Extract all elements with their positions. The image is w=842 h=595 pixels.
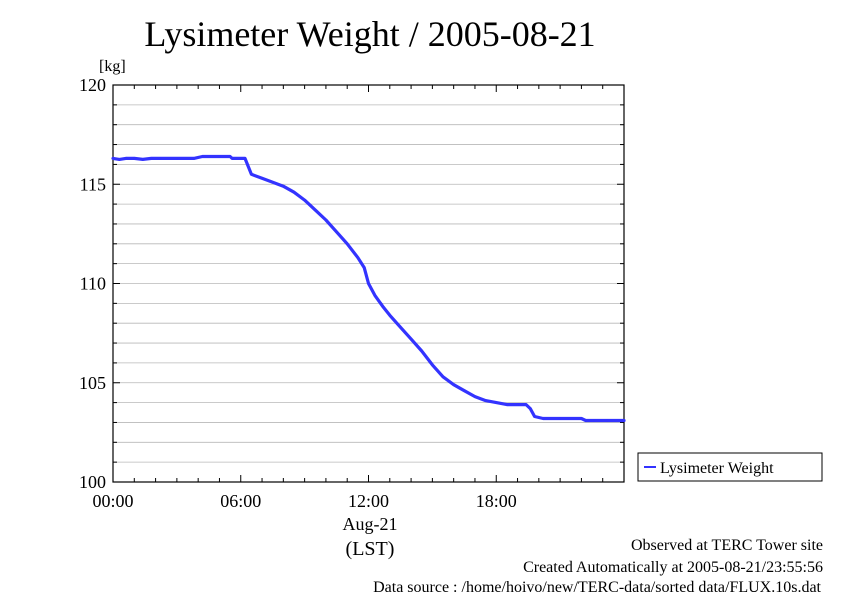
axis-ticks xyxy=(112,84,625,483)
axis-tick-labels: 100 105 110 115 120 00:00 06:00 12:00 18:00 xyxy=(79,75,517,511)
data-point xyxy=(558,417,562,420)
data-point xyxy=(431,363,434,367)
data-point xyxy=(622,419,626,422)
data-point xyxy=(592,419,596,422)
data-point xyxy=(243,157,247,160)
data-point xyxy=(367,282,370,285)
data-point xyxy=(363,266,366,269)
y-tick-label: 100 xyxy=(79,472,106,492)
data-point xyxy=(324,218,328,222)
data-point xyxy=(118,158,121,161)
data-point xyxy=(388,314,391,317)
data-point xyxy=(484,399,487,402)
y-tick-label: 110 xyxy=(80,274,106,294)
data-point xyxy=(175,157,179,160)
data-point xyxy=(441,375,445,378)
data-point xyxy=(228,155,232,158)
x-tick-label: 06:00 xyxy=(220,491,261,511)
data-point xyxy=(218,155,221,158)
series-line-lysimeter-weight xyxy=(111,154,626,423)
data-point xyxy=(382,306,385,309)
data-point xyxy=(541,417,545,420)
data-point xyxy=(192,157,196,160)
data-point xyxy=(201,155,204,158)
data-point xyxy=(533,415,536,418)
y-axis-unit: [kg] xyxy=(99,58,126,75)
data-point xyxy=(111,157,115,160)
data-point xyxy=(292,190,296,194)
grid-lines xyxy=(113,104,624,463)
data-point xyxy=(141,158,145,161)
legend-box xyxy=(637,452,823,482)
data-point xyxy=(373,294,377,297)
data-point xyxy=(524,403,528,406)
data-point xyxy=(271,181,274,184)
data-point xyxy=(346,242,349,245)
data-point xyxy=(150,157,153,160)
footer-observed: Observed at TERC Tower site xyxy=(631,537,823,554)
x-tick-label: 12:00 xyxy=(348,491,389,511)
data-point xyxy=(282,185,285,188)
y-tick-label: 115 xyxy=(80,174,106,194)
data-point xyxy=(516,403,519,406)
footer-source: Data source : /home/hoivo/new/TERC-data/… xyxy=(373,579,821,595)
data-point xyxy=(580,417,583,420)
data-point xyxy=(335,230,338,234)
series-layer xyxy=(111,154,626,423)
x-axis-timezone-label: (LST) xyxy=(346,538,395,560)
data-point xyxy=(133,157,136,160)
legend-label: Lysimeter Weight xyxy=(660,460,774,477)
x-axis-date-label: Aug-21 xyxy=(343,514,398,534)
y-tick-label: 105 xyxy=(79,373,106,393)
data-point xyxy=(452,383,455,386)
x-tick-label: 18:00 xyxy=(476,491,517,511)
data-point xyxy=(314,208,317,212)
data-point xyxy=(420,349,423,353)
data-point xyxy=(584,419,587,422)
data-point xyxy=(260,177,264,180)
data-point xyxy=(409,337,413,341)
legend: Lysimeter Weight xyxy=(637,452,823,482)
chart-title: Lysimeter Weight / 2005-08-21 xyxy=(144,14,595,54)
data-point xyxy=(303,198,306,202)
data-point xyxy=(250,173,253,176)
data-point xyxy=(463,389,466,392)
data-point xyxy=(505,403,509,406)
y-tick-label: 120 xyxy=(79,75,106,95)
data-point xyxy=(356,256,360,259)
data-point xyxy=(399,325,402,329)
footer-created: Created Automatically at 2005-08-21/23:5… xyxy=(523,559,823,576)
data-point xyxy=(605,419,609,422)
data-point xyxy=(124,157,127,160)
data-point xyxy=(473,395,477,398)
data-point xyxy=(158,157,162,160)
data-point xyxy=(529,407,532,410)
data-point xyxy=(231,157,234,160)
x-tick-label: 00:00 xyxy=(92,491,133,511)
data-point xyxy=(495,401,498,404)
